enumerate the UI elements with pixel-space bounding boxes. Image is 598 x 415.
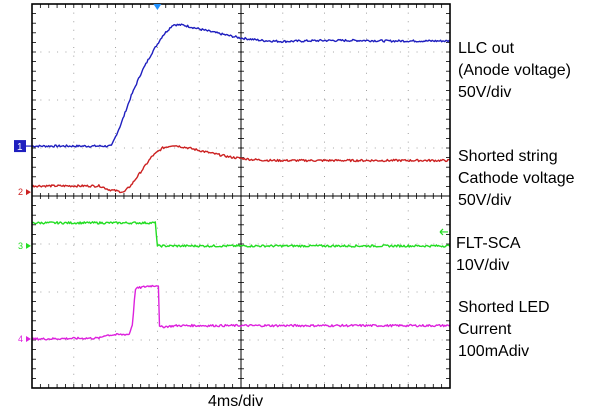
trigger-marker-icon xyxy=(153,4,162,10)
channel-markers: 1 2 3 4 xyxy=(14,140,448,344)
cathode-line2: Cathode voltage xyxy=(458,170,575,187)
channel-2-marker-arrow-icon xyxy=(26,189,31,196)
trace-series-3 xyxy=(31,221,451,248)
llc-out-scale: 50V/div xyxy=(458,84,512,101)
trace-series-2 xyxy=(31,145,451,194)
llc-out-label: LLC out (Anode voltage) 50V/div xyxy=(458,38,571,104)
flt-sca-label: FLT-SCA 10V/div xyxy=(456,233,521,277)
channel-4-marker-label: 4 xyxy=(18,334,23,344)
traces xyxy=(31,23,451,341)
channel-1-marker-label: 1 xyxy=(17,142,23,153)
flt-sca-line1: FLT-SCA xyxy=(456,235,521,252)
x-axis-label: 4ms/div xyxy=(208,393,264,410)
cathode-scale: 50V/div xyxy=(458,192,512,209)
cathode-line1: Shorted string xyxy=(458,148,558,165)
led-current-label: Shorted LED Current 100mAdiv xyxy=(458,297,550,363)
led-current-line1: Shorted LED xyxy=(458,299,550,316)
llc-out-line1: LLC out xyxy=(458,40,515,57)
flt-sca-level-arrow-icon xyxy=(439,228,448,236)
cathode-label: Shorted string Cathode voltage 50V/div xyxy=(458,146,575,212)
led-current-line2: Current xyxy=(458,321,512,338)
trace-series-4 xyxy=(31,284,451,341)
plot-frame xyxy=(31,3,451,389)
led-current-scale: 100mAdiv xyxy=(458,343,530,360)
channel-4-marker-arrow-icon xyxy=(26,336,31,343)
flt-sca-scale: 10V/div xyxy=(456,257,510,274)
channel-3-marker-label: 3 xyxy=(18,241,23,251)
trace-series-1 xyxy=(31,23,451,148)
llc-out-line2: (Anode voltage) xyxy=(458,62,571,79)
channel-2-marker-label: 2 xyxy=(18,187,23,197)
channel-1-marker-box xyxy=(14,140,26,153)
channel-3-marker-arrow-icon xyxy=(26,242,31,249)
